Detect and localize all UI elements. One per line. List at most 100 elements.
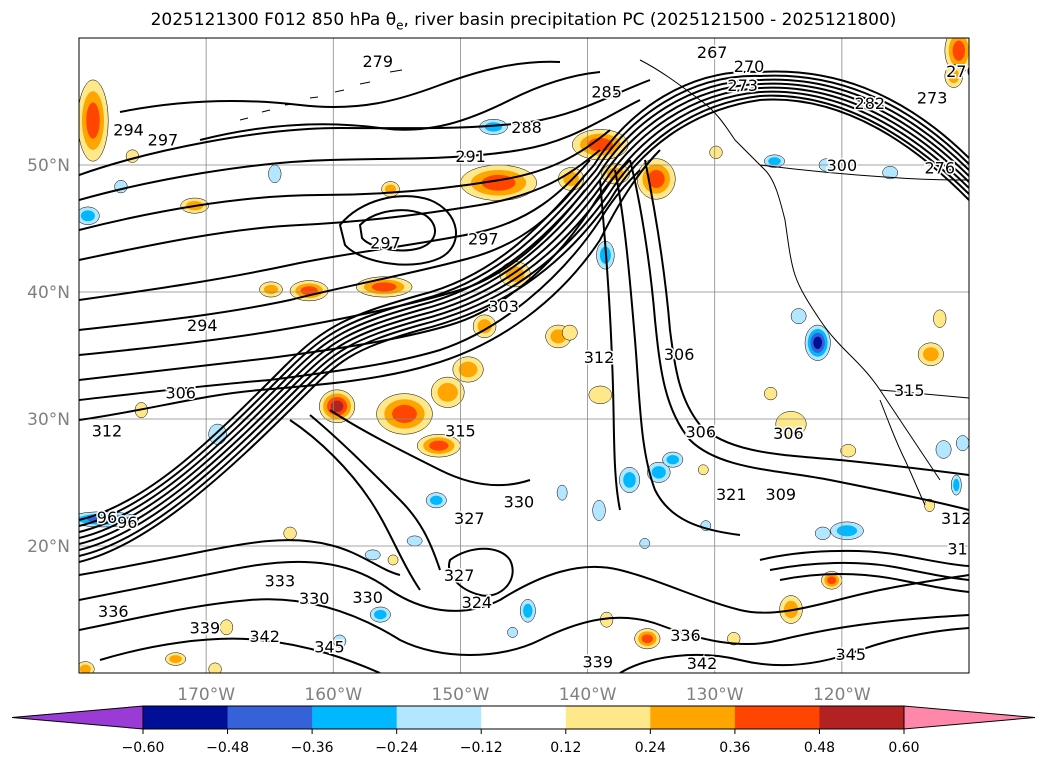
contour-line [79, 78, 969, 533]
contour-line [79, 560, 969, 614]
precip-blob [208, 662, 222, 673]
contour-line [79, 159, 631, 381]
precip-level [827, 576, 837, 585]
contour-line [644, 159, 969, 476]
contour-line [599, 179, 621, 511]
precip-level [647, 169, 665, 189]
precip-level [429, 440, 449, 451]
contour-label: 336 [98, 602, 129, 621]
contour-label: 291 [455, 147, 486, 166]
latitude-tick-label: 50°N [27, 156, 70, 176]
precip-level [392, 404, 417, 423]
contour-label: 339 [190, 618, 221, 637]
precip-level [371, 282, 397, 292]
contour-line [79, 598, 969, 656]
plot-title-suffix: , river basin precipitation PC (20251215… [403, 10, 897, 30]
precip-level [764, 387, 778, 401]
precip-blob [79, 661, 95, 673]
precip-blob [289, 280, 329, 302]
contour-line [79, 90, 969, 551]
contour-line [779, 573, 969, 593]
precip-blob [425, 492, 447, 509]
colorbar-tick-label: −0.36 [291, 740, 334, 756]
precip-level [561, 324, 578, 341]
contour-line [329, 409, 531, 487]
precip-blob [950, 474, 962, 496]
precip-level [639, 538, 651, 549]
precip-level [588, 385, 612, 405]
contour-label: 345 [314, 637, 345, 656]
contour-label: 342 [687, 654, 718, 673]
precip-blob [775, 411, 807, 438]
precip-level [283, 526, 297, 540]
latitude-tick-label: 20°N [27, 537, 70, 557]
longitude-tick-label: 130°W [686, 685, 744, 705]
precip-level [953, 478, 960, 492]
contour-label: 327 [454, 509, 485, 528]
precip-blob [268, 164, 282, 184]
precip-blob [634, 628, 661, 650]
precip-blob [619, 467, 640, 493]
precip-level [430, 495, 443, 505]
contour-line [79, 74, 969, 527]
contour-line [79, 79, 651, 176]
contour-line [79, 99, 641, 201]
axes-tick-labels: 170°W 160°W 150°W 140°W 130°W 120°W 20°N 30°N 40… [27, 156, 871, 705]
precip-blob [944, 64, 963, 88]
contour-line [79, 174, 586, 331]
latitude-tick-label: 30°N [27, 410, 70, 430]
baja-coastline [879, 399, 926, 506]
precip-blob [416, 433, 461, 458]
precip-level [300, 286, 318, 296]
precip-level [840, 444, 857, 458]
colorbar-segment [481, 706, 567, 729]
precip-blob [519, 599, 536, 623]
contour-line [289, 419, 421, 591]
precip-blob [381, 181, 400, 198]
precip-blob [639, 538, 651, 549]
colorbar-segment [143, 706, 229, 729]
precip-blob [507, 627, 518, 638]
precip-blob [165, 652, 187, 666]
contour-line [614, 169, 741, 536]
contour-label: 330 [504, 493, 535, 512]
contour-label: 297 [148, 131, 179, 150]
precip-blob [79, 206, 100, 225]
precip-blob [647, 461, 671, 483]
contour-label: 333 [265, 571, 296, 590]
longitude-tick-label: 160°W [304, 685, 362, 705]
contour-label: 330 [299, 589, 330, 608]
contour-label: 270 [946, 62, 977, 81]
north-america-coastline [639, 59, 941, 481]
precip-level [86, 102, 100, 139]
contour-label: 96 [97, 508, 117, 527]
longitude-tick-label: 150°W [432, 685, 490, 705]
precip-level [556, 484, 568, 501]
plot-title: 2025121300 F012 850 hPa θe, river basin … [0, 10, 1047, 32]
precip-level [385, 184, 396, 194]
contour-label: 288 [511, 118, 542, 137]
colorbar-segment [227, 706, 313, 729]
contour-line [79, 149, 661, 421]
precip-blob [944, 38, 969, 74]
precip-level [623, 472, 636, 488]
precip-blob [727, 632, 741, 646]
longitude-tick-label: 140°W [559, 685, 617, 705]
precip-level [666, 454, 680, 465]
contour-label: 300 [827, 156, 858, 175]
precip-blob [355, 276, 413, 298]
plot-title-prefix: 2025121300 F012 850 hPa θ [150, 10, 397, 30]
precip-blob [452, 356, 484, 383]
colorbar-frame [142, 705, 905, 730]
precip-level [263, 284, 279, 295]
contour-label: 345 [835, 645, 866, 664]
colorbar-tick-label: 0.60 [888, 740, 919, 756]
precip-blob [219, 619, 234, 636]
colorbar-tick-label: −0.60 [122, 740, 165, 756]
contour-label: 273 [727, 76, 758, 95]
precip-blob [935, 440, 952, 459]
colorbar-segment [650, 706, 736, 729]
contour-label: 306 [165, 383, 196, 402]
precip-blob [956, 435, 969, 451]
contour-label: 312 [584, 348, 615, 367]
